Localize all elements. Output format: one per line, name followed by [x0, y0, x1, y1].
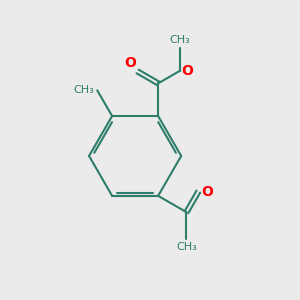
Text: O: O	[201, 184, 213, 199]
Text: O: O	[124, 56, 136, 70]
Text: O: O	[182, 64, 194, 78]
Text: CH₃: CH₃	[170, 35, 190, 46]
Text: CH₃: CH₃	[73, 85, 94, 95]
Text: CH₃: CH₃	[176, 242, 197, 252]
